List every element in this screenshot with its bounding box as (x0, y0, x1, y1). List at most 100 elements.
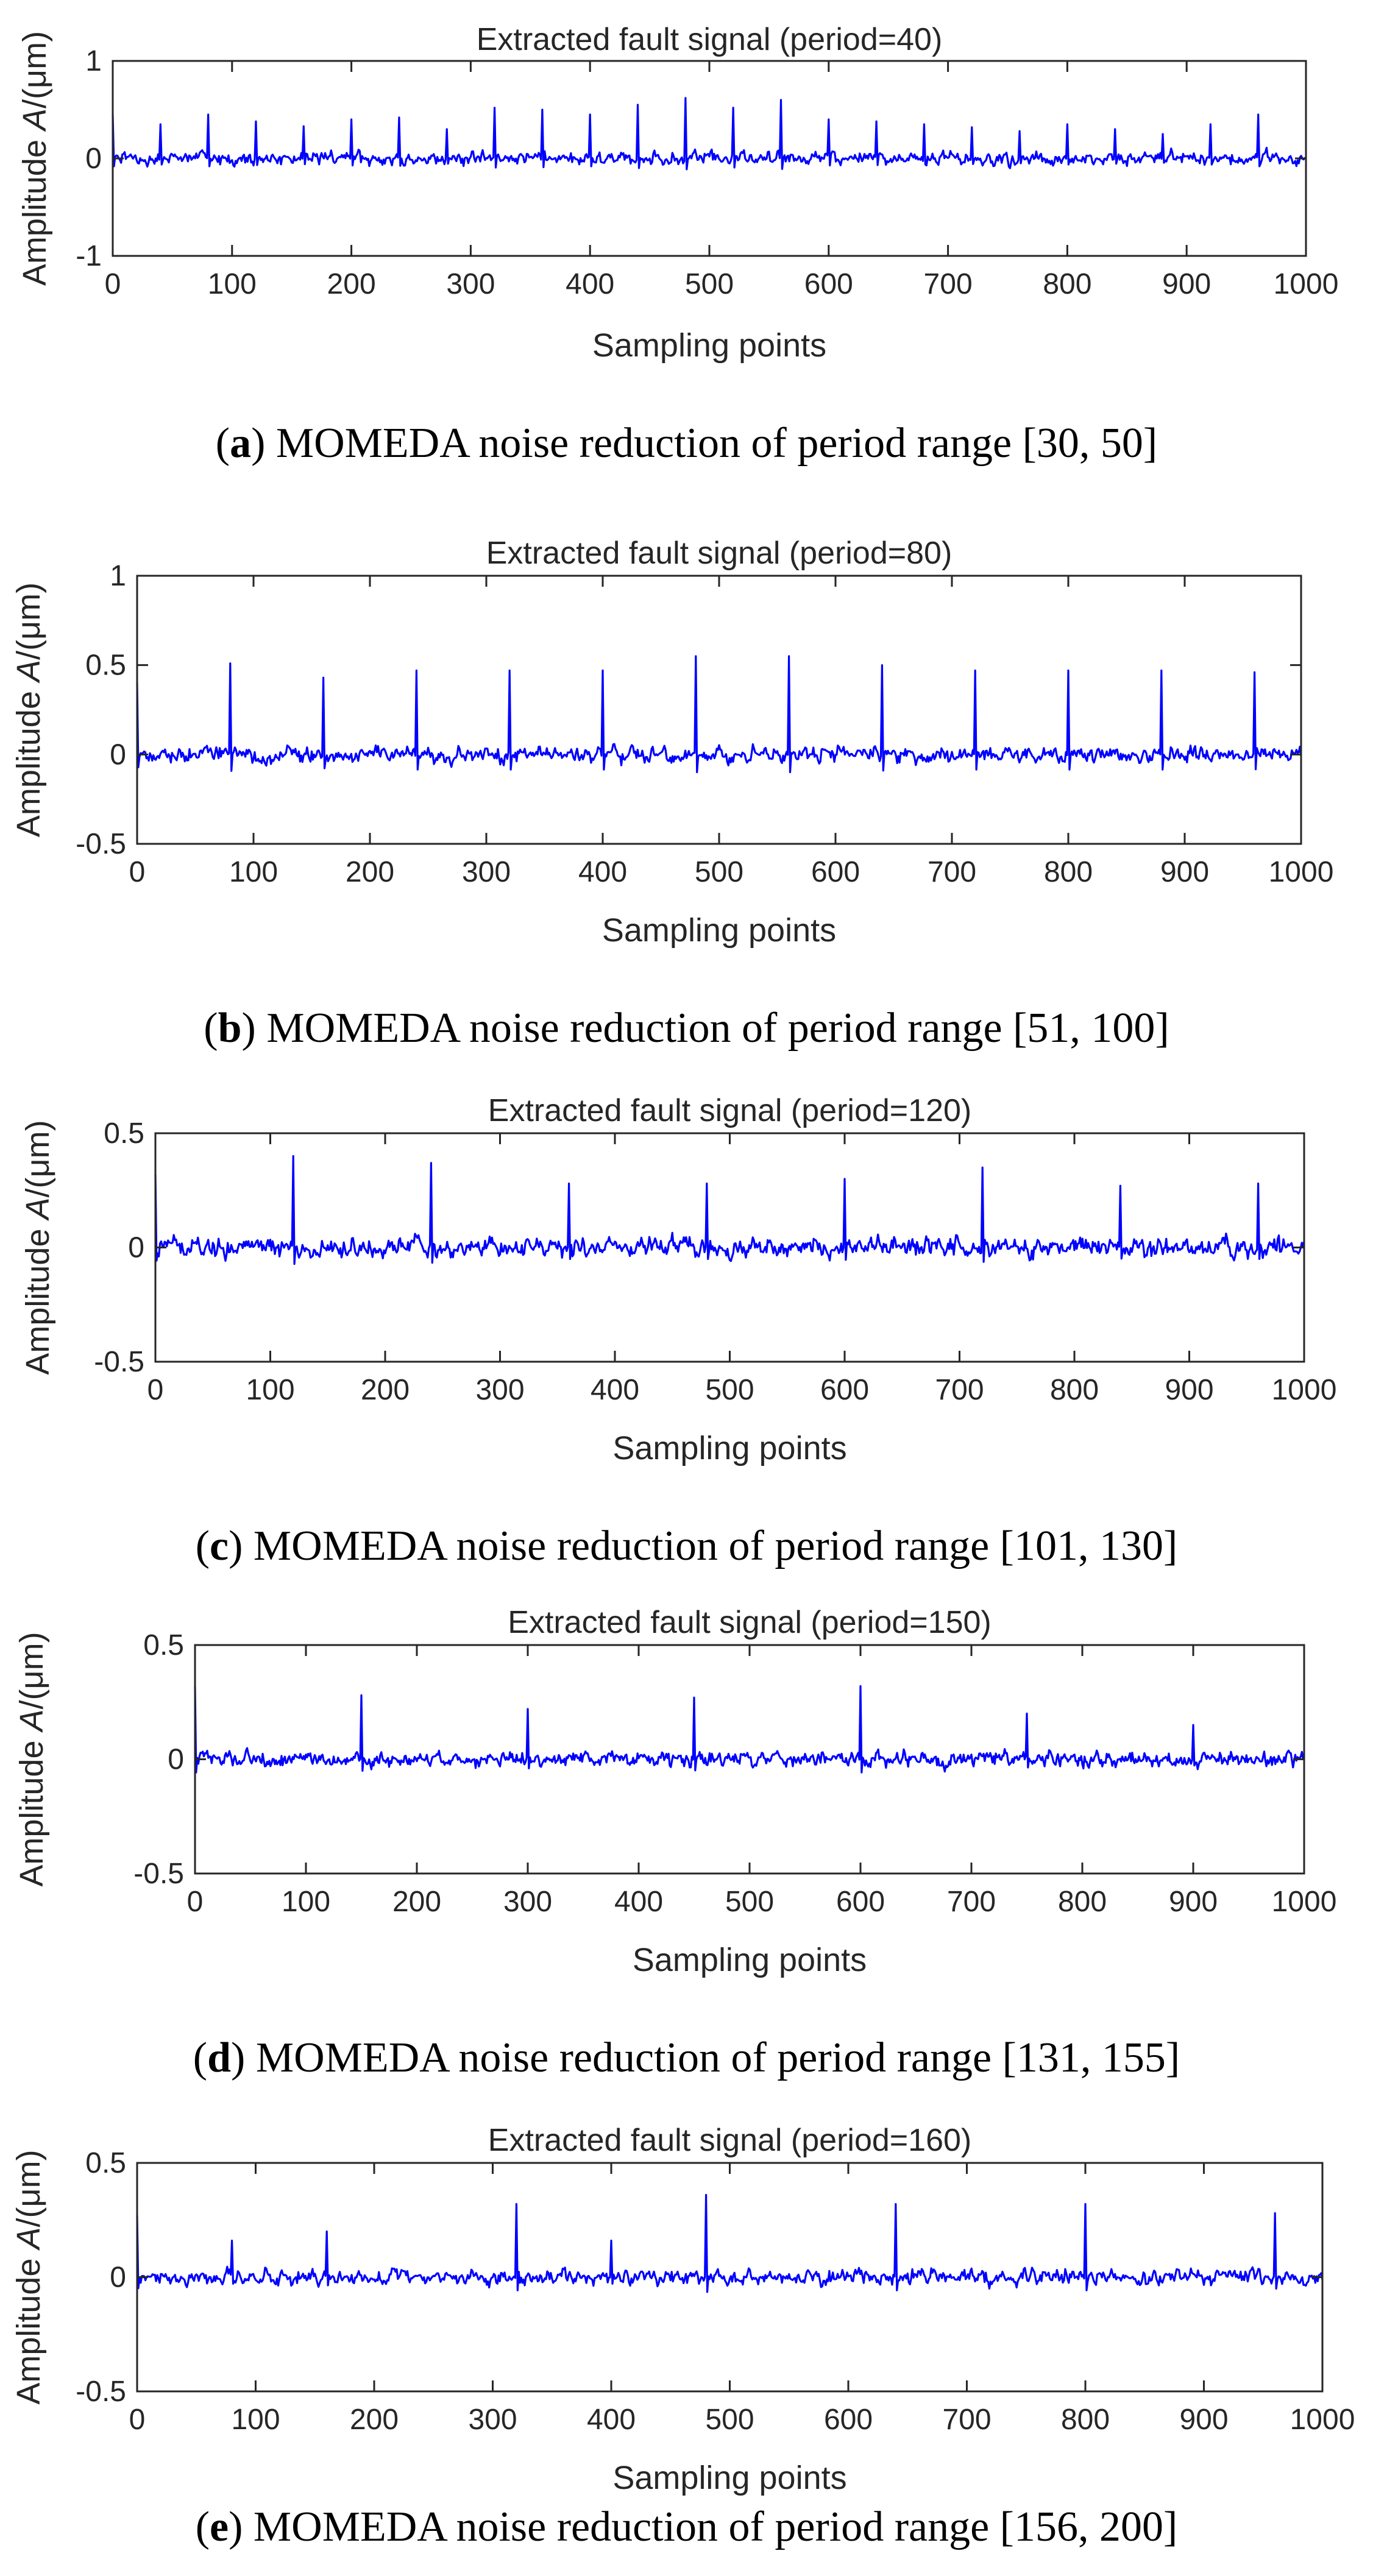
y-axis-label: Amplitude A/(μm) (20, 1120, 56, 1375)
x-tick-label: 800 (1043, 268, 1091, 300)
y-tick-label: 0.5 (104, 1117, 144, 1150)
x-tick-label: 400 (578, 856, 627, 888)
x-tick-label: 800 (1061, 2404, 1110, 2436)
x-tick-label: 700 (924, 268, 973, 300)
x-tick-label: 500 (705, 1374, 754, 1406)
x-tick-label: 1000 (1269, 856, 1334, 888)
y-axis-label: Amplitude A/(μm) (16, 31, 53, 286)
y-tick-label: 0.5 (85, 649, 126, 682)
y-tick-label: -0.5 (94, 1346, 144, 1378)
x-tick-label: 800 (1044, 856, 1093, 888)
chart-title: Extracted fault signal (period=120) (488, 1093, 971, 1128)
x-tick-label: 500 (695, 856, 743, 888)
x-tick-label: 200 (361, 1374, 410, 1406)
panel-caption: (c) MOMEDA noise reduction of period ran… (196, 1523, 1178, 1569)
chart-panel-3: 0 100 200 300 400 500 600 700 800 900 1000-0.500.5… (20, 1093, 1336, 1569)
x-tick-label: 600 (804, 268, 853, 300)
x-tick-label: 300 (503, 1886, 552, 1918)
x-tick-label: 400 (566, 268, 614, 300)
x-tick-label: 500 (685, 268, 734, 300)
x-tick-label: 200 (392, 1886, 441, 1918)
x-tick-label: 400 (587, 2404, 636, 2436)
x-tick-label: 1000 (1274, 268, 1339, 300)
y-tick-label: -0.5 (133, 1858, 184, 1890)
panel-caption: (b) MOMEDA noise reduction of period ran… (204, 1005, 1169, 1052)
x-tick-label: 900 (1179, 2404, 1228, 2436)
axes-frame (136, 575, 1302, 845)
x-tick-label: 1000 (1290, 2404, 1355, 2436)
y-tick-label: 0.5 (143, 1629, 184, 1661)
x-tick-label: 900 (1169, 1886, 1218, 1918)
x-tick-label: 600 (824, 2404, 873, 2436)
y-tick-label: 0 (110, 2262, 126, 2294)
signal-series (154, 1155, 1305, 1265)
y-tick-label: -0.5 (76, 2376, 126, 2408)
x-tick-label: 900 (1162, 268, 1211, 300)
x-tick-label: 700 (947, 1886, 996, 1918)
x-tick-label: 900 (1160, 856, 1209, 888)
x-tick-label: 400 (591, 1374, 639, 1406)
signal-series (112, 97, 1307, 171)
x-tick-label: 600 (836, 1886, 885, 1918)
x-tick-label: 200 (327, 268, 376, 300)
y-axis-label: Amplitude A/(μm) (10, 2150, 47, 2404)
panel-caption: (a) MOMEDA noise reduction of period ran… (216, 420, 1157, 467)
y-tick-label: 1 (85, 45, 102, 77)
x-tick-label: 0 (147, 1374, 164, 1406)
x-tick-label: 0 (187, 1886, 204, 1918)
x-tick-label: 900 (1165, 1374, 1213, 1406)
y-tick-label: 0.5 (85, 2147, 126, 2179)
y-axis-label: Amplitude A/(μm) (13, 1632, 50, 1886)
x-tick-label: 200 (350, 2404, 399, 2436)
x-tick-label: 300 (462, 856, 511, 888)
x-tick-label: 1000 (1272, 1886, 1337, 1918)
y-tick-label: 0 (128, 1232, 144, 1264)
x-tick-label: 300 (446, 268, 495, 300)
y-tick-label: 1 (110, 560, 126, 592)
signal-series (136, 655, 1302, 773)
x-tick-label: 100 (282, 1886, 330, 1918)
x-tick-label: 100 (231, 2404, 280, 2436)
y-tick-label: 0 (110, 738, 126, 771)
x-tick-label: 700 (935, 1374, 984, 1406)
x-tick-label: 600 (811, 856, 860, 888)
x-tick-label: 100 (208, 268, 257, 300)
chart-panel-5: 0 100 200 300 400 500 600 700 800 900 1000-0.500.5… (10, 2123, 1355, 2550)
x-tick-label: 1000 (1272, 1374, 1337, 1406)
chart-title: Extracted fault signal (period=80) (486, 536, 953, 571)
chart-title: Extracted fault signal (period=40) (477, 22, 943, 57)
x-axis-label: Sampling points (612, 1430, 846, 1467)
x-tick-label: 100 (229, 856, 278, 888)
x-tick-label: 500 (705, 2404, 754, 2436)
chart-title: Extracted fault signal (period=150) (508, 1605, 991, 1640)
x-axis-label: Sampling points (602, 912, 836, 949)
x-tick-label: 100 (246, 1374, 294, 1406)
y-tick-label: 0 (168, 1744, 184, 1776)
x-tick-label: 200 (346, 856, 394, 888)
x-tick-label: 0 (129, 856, 146, 888)
y-tick-label: -0.5 (76, 828, 126, 860)
x-axis-label: Sampling points (633, 1942, 867, 1978)
x-axis-label: Sampling points (612, 2460, 846, 2496)
x-axis-label: Sampling points (592, 327, 826, 364)
x-tick-label: 0 (129, 2404, 146, 2436)
chart-panel-4: 0 100 200 300 400 500 600 700 800 900 1000-0.500.5… (13, 1605, 1336, 2081)
signal-series (136, 2193, 1324, 2293)
x-tick-label: 400 (614, 1886, 663, 1918)
x-tick-label: 0 (105, 268, 121, 300)
x-tick-label: 700 (942, 2404, 991, 2436)
y-tick-label: 0 (85, 143, 102, 175)
chart-panel-1: 0 100 200 300 400 500 600 700 800 900 1000-101Extr… (16, 22, 1338, 467)
chart-title: Extracted fault signal (period=160) (488, 2123, 971, 2158)
x-tick-label: 300 (475, 1374, 524, 1406)
x-tick-label: 800 (1050, 1374, 1099, 1406)
chart-panel-2: 0 100 200 300 400 500 600 700 800 900 1000-0.500.5… (10, 536, 1333, 1052)
signal-series (194, 1685, 1305, 1774)
panel-caption: (d) MOMEDA noise reduction of period ran… (193, 2034, 1180, 2081)
x-tick-label: 800 (1058, 1886, 1107, 1918)
y-axis-label: Amplitude A/(μm) (10, 582, 47, 837)
x-tick-label: 300 (468, 2404, 517, 2436)
x-tick-label: 700 (928, 856, 976, 888)
panel-caption: (e) MOMEDA noise reduction of period ran… (196, 2503, 1178, 2550)
